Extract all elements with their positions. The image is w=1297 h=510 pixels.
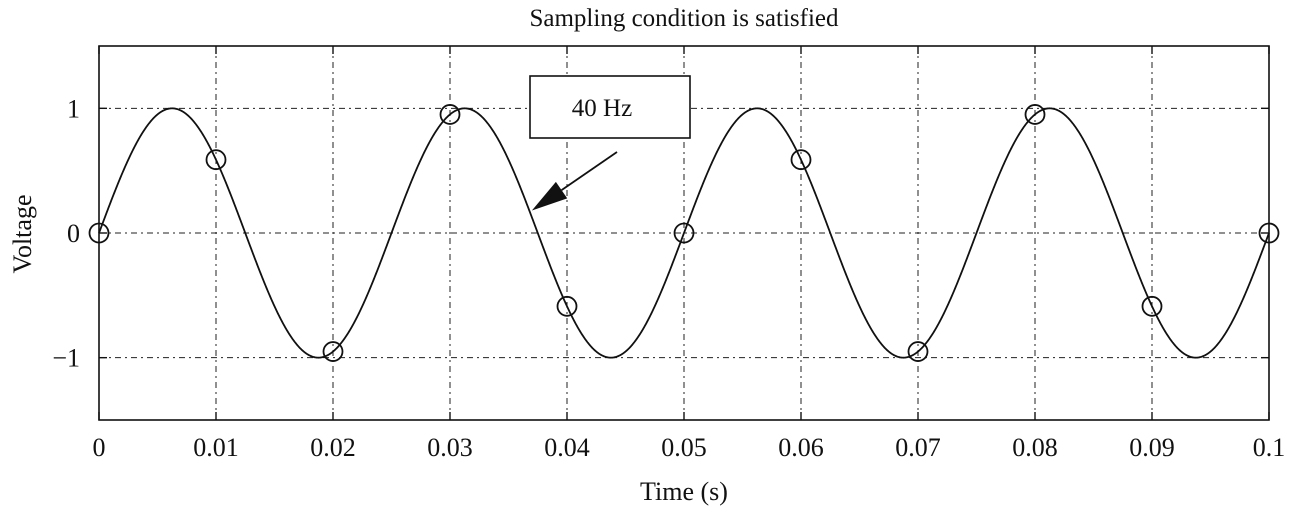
x-tick-label: 0.02 (310, 433, 356, 462)
annotation-arrow-line (561, 151, 618, 191)
x-tick-label: 0.01 (193, 433, 239, 462)
x-tick-label: 0.1 (1253, 433, 1286, 462)
sample-point (907, 341, 929, 362)
x-tick-label: 0.08 (1012, 433, 1058, 462)
annotation: 40 Hz (529, 75, 691, 211)
series-line-40hz (98, 107, 1270, 359)
sample-point (439, 104, 461, 125)
axis-ticks: 0 0.01 0.02 0.03 0.04 0.05 0.06 0.07 0.08 0.09 0.1… (52, 46, 1285, 462)
y-tick-label: −1 (52, 344, 80, 373)
sample-point (556, 295, 578, 317)
x-tick-label: 0.05 (661, 433, 707, 462)
x-tick-label: 0.07 (895, 433, 941, 462)
y-axis-label: Voltage (8, 195, 37, 274)
annotation-box (529, 75, 691, 139)
x-tick-label: 0.04 (544, 433, 590, 462)
plot-area (88, 104, 1280, 362)
x-tick-label: 0.06 (778, 433, 824, 462)
sample-point (322, 341, 344, 362)
annotation-arrow-head (531, 181, 568, 211)
y-tick-label: 1 (67, 94, 80, 123)
grid (99, 46, 1269, 420)
sample-point (790, 149, 812, 171)
chart-title: Sampling condition is satisfied (529, 5, 839, 32)
sample-point (1024, 104, 1046, 125)
x-tick-label: 0.03 (427, 433, 473, 462)
sample-point (1141, 295, 1163, 317)
x-tick-label: 0.09 (1129, 433, 1175, 462)
y-tick-label: 0 (67, 219, 80, 248)
sample-point (673, 222, 695, 244)
annotation-label: 40 Hz (572, 95, 632, 122)
sample-point (205, 149, 227, 171)
x-axis-label: Time (s) (640, 477, 728, 506)
x-tick-label: 0 (93, 433, 106, 462)
